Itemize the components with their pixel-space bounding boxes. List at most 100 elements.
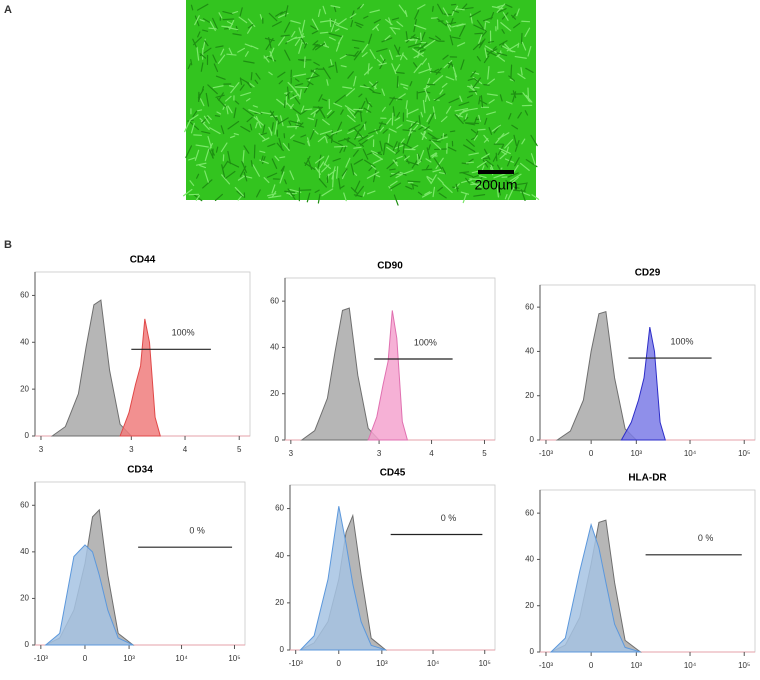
cell [304, 57, 305, 67]
cell [518, 43, 519, 47]
gate-label: 0 % [441, 513, 457, 523]
cell [215, 116, 219, 117]
cell [469, 91, 476, 92]
y-tick-label: 60 [275, 504, 284, 513]
cell [475, 33, 483, 34]
cell [478, 129, 485, 130]
y-tick-label: 40 [20, 337, 29, 346]
histogram-area [46, 545, 133, 645]
x-tick-label: 10⁴ [684, 661, 697, 670]
cell [223, 19, 233, 20]
x-tick-label: 0 [337, 659, 342, 668]
cell [392, 113, 393, 125]
y-tick-label: 20 [525, 601, 534, 610]
y-tick-label: 20 [525, 391, 534, 400]
y-tick-label: 20 [20, 594, 29, 603]
y-tick-label: 20 [270, 389, 279, 398]
gate-label: 100% [670, 336, 693, 346]
x-tick-label: 5 [237, 445, 242, 454]
y-tick-label: 40 [20, 547, 29, 556]
x-tick-label: 10⁴ [684, 449, 697, 458]
chart-title: HLA-DR [628, 473, 667, 484]
y-tick-label: 0 [530, 647, 535, 656]
y-tick-label: 0 [25, 640, 30, 649]
y-tick-label: 60 [525, 302, 534, 311]
cell [333, 175, 334, 187]
y-tick-label: 40 [525, 347, 534, 356]
cell [320, 32, 327, 33]
cell [422, 169, 432, 170]
chart-title: CD90 [377, 261, 403, 272]
x-tick-label: -10³ [539, 661, 554, 670]
cell [396, 72, 404, 73]
x-tick-label: 0 [589, 449, 594, 458]
histogram-area [557, 312, 636, 440]
x-tick-label: 3 [289, 449, 294, 458]
x-tick-label: 0 [83, 654, 88, 663]
cell [498, 72, 504, 73]
cell [354, 48, 358, 49]
cell [404, 149, 415, 150]
cell [364, 124, 365, 129]
y-tick-label: 20 [20, 384, 29, 393]
chart-title: CD29 [635, 268, 661, 279]
x-tick-label: 10³ [123, 654, 135, 663]
cell [396, 56, 400, 57]
x-tick-label: 3 [39, 445, 44, 454]
y-tick-label: 60 [270, 296, 279, 305]
cell [227, 54, 236, 55]
cell [450, 131, 454, 132]
chart-title: CD44 [130, 255, 156, 266]
y-tick-label: 0 [530, 435, 535, 444]
y-tick-label: 0 [25, 431, 30, 440]
cell [484, 158, 489, 159]
x-tick-label: 3 [129, 445, 134, 454]
x-tick-label: 4 [429, 449, 434, 458]
cell [433, 7, 434, 12]
y-tick-label: 40 [525, 555, 534, 564]
x-tick-label: 4 [183, 445, 188, 454]
x-tick-label: -10³ [289, 659, 304, 668]
y-tick-label: 60 [20, 291, 29, 300]
panel-label: B [4, 239, 12, 251]
cell [251, 73, 252, 80]
y-tick-label: 60 [525, 508, 534, 517]
histogram-area [368, 310, 407, 440]
cell [357, 111, 362, 112]
cell [496, 153, 497, 160]
cell [305, 109, 312, 110]
cell [421, 33, 422, 40]
x-tick-label: 10³ [631, 449, 643, 458]
x-tick-label: 10⁵ [228, 654, 240, 663]
x-tick-label: 10³ [631, 661, 643, 670]
x-tick-label: 0 [589, 661, 594, 670]
panel-label: A [4, 4, 12, 16]
cell [397, 76, 398, 87]
histogram-area [52, 300, 131, 436]
y-tick-label: 40 [275, 551, 284, 560]
histogram-area [300, 506, 385, 650]
histogram-area [551, 525, 641, 652]
x-tick-label: 3 [377, 449, 382, 458]
gate-label: 0 % [698, 533, 714, 543]
x-tick-label: 10⁵ [738, 449, 750, 458]
cell [408, 181, 420, 182]
scale-bar-label: 200µm [474, 177, 517, 193]
x-tick-label: 10⁵ [738, 661, 750, 670]
cell [466, 162, 473, 163]
cell [280, 157, 285, 158]
cell [484, 85, 489, 86]
x-tick-label: -10³ [539, 449, 554, 458]
y-tick-label: 40 [270, 343, 279, 352]
x-tick-label: -10³ [34, 654, 49, 663]
histogram-area [120, 319, 160, 436]
histogram-area [621, 327, 665, 440]
gate-label: 100% [414, 337, 437, 347]
cell [511, 65, 512, 77]
gate-label: 100% [172, 328, 195, 338]
gate-label: 0 % [189, 526, 205, 536]
y-tick-label: 0 [280, 645, 285, 654]
cell [209, 28, 216, 29]
